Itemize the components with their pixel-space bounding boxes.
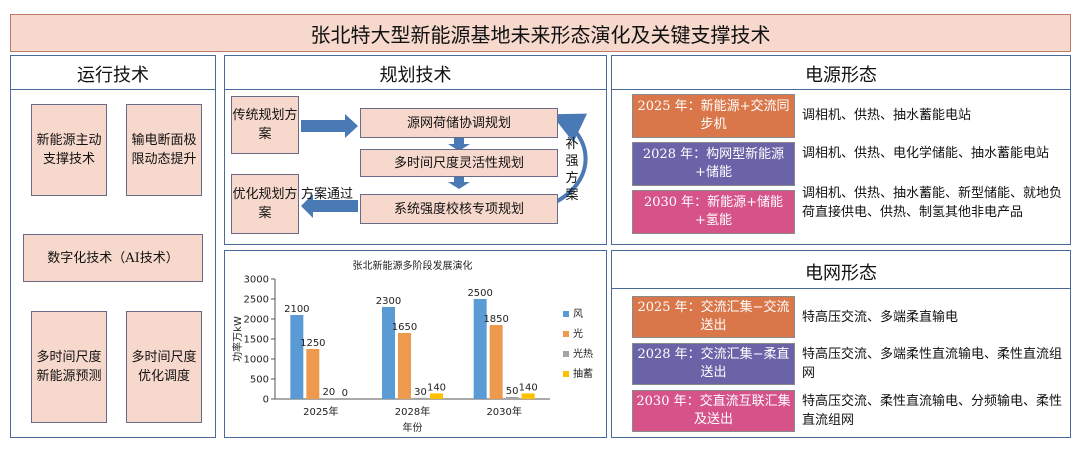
planning-arrows	[301, 113, 588, 218]
y-tick-label: 1000	[244, 355, 269, 366]
grid-stage-2030: 2030 年：交直流互联汇集及送出	[632, 390, 795, 432]
data-label: 1850	[483, 314, 508, 325]
legend-swatch	[563, 351, 569, 357]
power-desc-2025: 调相机、供热、抽水蓄能电站	[802, 108, 972, 123]
op-item-active-support: 新能源主动支撑技术	[31, 104, 107, 196]
grid-desc-2025: 特高压交流、多端柔直输电	[802, 310, 959, 325]
y-axis-label: 功率万kW	[231, 316, 244, 362]
data-label: 30	[414, 387, 427, 398]
data-label: 0	[342, 388, 348, 399]
arrow-supplement	[546, 113, 588, 208]
arrow-step2-to-step3	[448, 176, 470, 189]
data-label: 2300	[376, 296, 401, 307]
y-tick-label: 500	[250, 375, 269, 386]
bar-抽蓄-2030年	[521, 393, 535, 399]
power-stage-2030: 2030 年：新能源+储能+氢能	[632, 190, 795, 234]
legend-label: 光热	[573, 347, 593, 360]
legend-swatch	[563, 371, 569, 377]
x-tick-label: 2028年	[395, 405, 430, 418]
grid-divider	[612, 288, 1070, 289]
data-label: 1650	[392, 322, 417, 333]
grid-panel: 电网形态 2025 年：交流汇集−交流送出 特高压交流、多端柔直输电 2028 …	[611, 250, 1071, 438]
x-tick-label: 2030年	[486, 405, 521, 418]
data-label: 2100	[284, 304, 309, 315]
arrow-step1-to-step2	[448, 138, 470, 151]
bar-chart: 张北新能源多阶段发展演化050010001500200025003000功率万k…	[231, 259, 593, 434]
power-desc-2028: 调相机、供热、电化学储能、抽水蓄能电站	[802, 146, 1050, 161]
y-tick-label: 2500	[244, 295, 269, 306]
legend-label: 抽蓄	[573, 367, 593, 380]
plan-traditional: 传统规划方案	[231, 96, 299, 154]
legend-label: 光	[573, 327, 583, 340]
y-tick-label: 2000	[244, 315, 269, 326]
op-item-multi-forecast: 多时间尺度新能源预测	[31, 311, 107, 423]
grid-title: 电网形态	[805, 263, 877, 284]
grid-stage-2025: 2025 年：交流汇集−交流送出	[632, 296, 795, 338]
planning-panel: 规划技术 传统规划方案 优化规划方案 源网荷储协调规划 多时间尺度灵活性规划 系…	[224, 55, 607, 245]
op-item-digital-ai: 数字化技术（AI技术）	[23, 234, 203, 282]
pass-label: 方案通过	[301, 187, 354, 202]
supplement-label: 补 强 方 案	[565, 136, 579, 204]
data-label: 2500	[467, 288, 492, 299]
supplement-char: 方	[565, 171, 579, 186]
supplement-char: 补	[565, 137, 579, 152]
chart-title: 张北新能源多阶段发展演化	[353, 259, 473, 272]
bar-光热-2030年	[505, 397, 519, 399]
data-label: 50	[506, 386, 519, 397]
arrow-step3-to-optimized	[301, 194, 358, 218]
supplement-char: 案	[565, 188, 579, 203]
bar-光-2028年	[398, 333, 411, 399]
operation-title: 运行技术	[77, 65, 149, 86]
power-stage-2028: 2028 年：构网型新能源+储能	[632, 142, 795, 186]
bar-光-2030年	[489, 325, 503, 399]
bar-抽蓄-2028年	[430, 393, 443, 399]
legend-swatch	[563, 331, 569, 337]
plan-step-coordination: 源网荷储协调规划	[360, 108, 558, 138]
bar-风-2030年	[473, 299, 487, 399]
op-item-multi-dispatch: 多时间尺度优化调度	[126, 311, 202, 423]
power-divider	[612, 89, 1070, 90]
operation-panel: 运行技术 新能源主动支撑技术 输电断面极限动态提升 数字化技术（AI技术） 多时…	[10, 55, 216, 438]
bar-风-2028年	[382, 307, 395, 399]
data-label: 1250	[300, 338, 325, 349]
data-label: 140	[519, 382, 538, 393]
data-label: 20	[322, 387, 335, 398]
bar-光热-2025年	[322, 398, 336, 399]
grid-desc-2030: 特高压交流、柔性直流输电、分频输电、柔性直流组网	[802, 394, 1063, 428]
legend-swatch	[563, 311, 569, 317]
grid-stage-2028: 2028 年：交流汇集−柔直送出	[632, 343, 795, 385]
power-stage-2025: 2025 年：新能源+交流同步机	[632, 94, 795, 138]
grid-desc-2028: 特高压交流、多端柔性直流输电、柔性直流组网	[802, 347, 1063, 381]
op-item-transmission-limit: 输电断面极限动态提升	[126, 104, 202, 196]
operation-divider	[11, 89, 215, 90]
legend-label: 风	[573, 308, 583, 320]
planning-divider	[225, 89, 606, 90]
power-title: 电源形态	[805, 65, 877, 86]
bar-光热-2028年	[414, 397, 427, 399]
x-tick-label: 2025年	[303, 405, 338, 418]
x-axis-label: 年份	[403, 421, 423, 434]
planning-title: 规划技术	[379, 65, 452, 86]
plan-optimized: 优化规划方案	[231, 174, 299, 234]
main-title: 张北特大型新能源基地未来形态演化及关键支撑技术	[10, 14, 1071, 52]
data-label: 140	[427, 382, 446, 393]
plan-step-flexibility: 多时间尺度灵活性规划	[360, 149, 558, 177]
bar-光-2025年	[306, 349, 320, 399]
y-tick-label: 0	[263, 395, 269, 406]
plan-step-strength: 系统强度校核专项规划	[360, 194, 558, 224]
supplement-char: 强	[565, 154, 579, 169]
power-desc-2030: 调相机、供热、抽水蓄能、新型储能、就地负荷直接供电、供热、制氢其他非电产品	[802, 186, 1063, 220]
chart-panel: 张北新能源多阶段发展演化 0 500 1000 1500 2000 2500 3000 功率万k…	[224, 250, 607, 438]
arrow-traditional-to-step1	[301, 114, 358, 138]
bar-风-2025年	[290, 315, 304, 399]
y-tick-label: 3000	[244, 275, 269, 286]
power-panel: 电源形态 2025 年：新能源+交流同步机 调相机、供热、抽水蓄能电站 2028…	[611, 55, 1071, 245]
y-tick-label: 1500	[244, 335, 269, 346]
